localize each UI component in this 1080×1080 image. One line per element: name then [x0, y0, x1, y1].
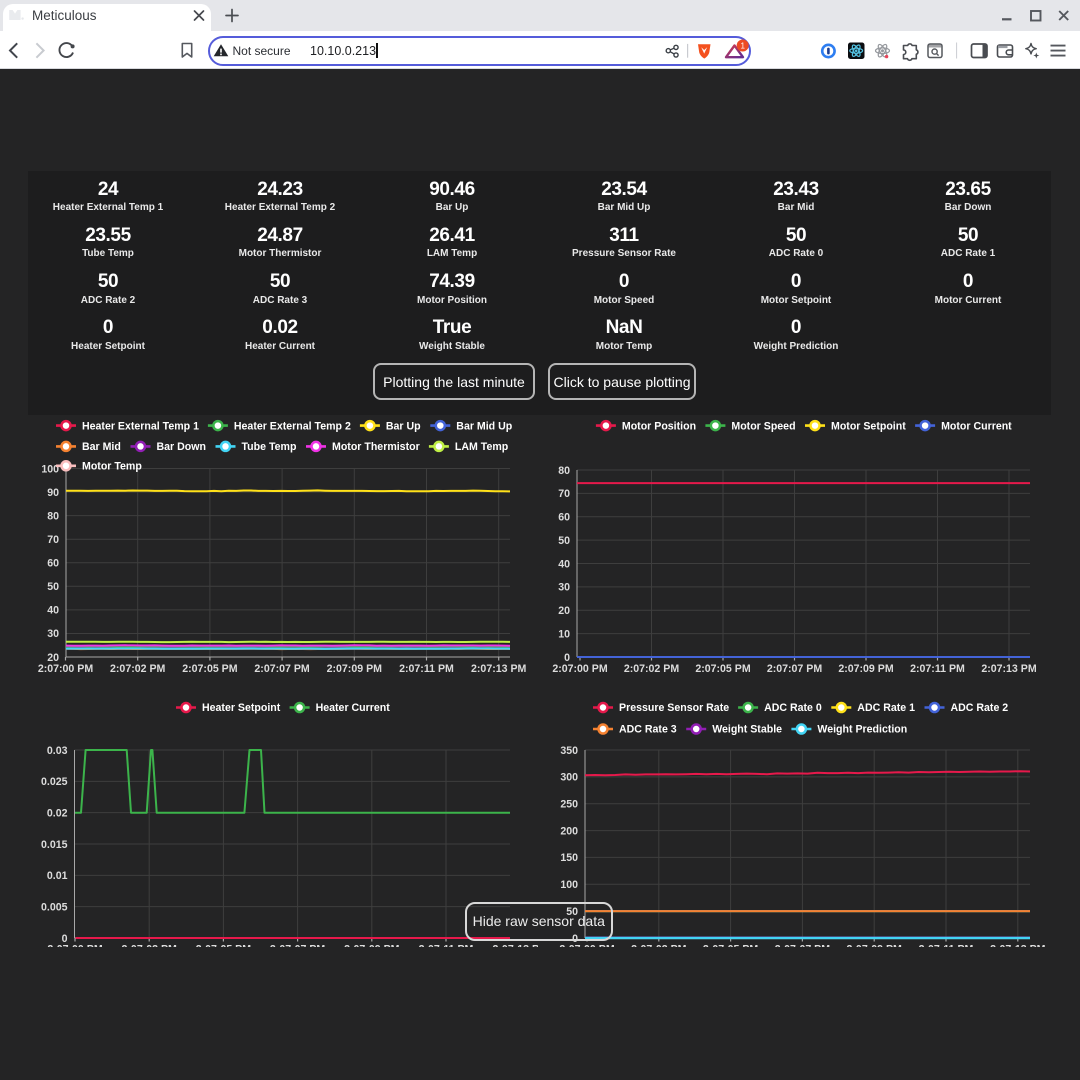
- svg-text:2:07:09 PM: 2:07:09 PM: [344, 944, 400, 947]
- svg-text:0.02: 0.02: [47, 808, 68, 820]
- svg-text:150: 150: [560, 852, 578, 864]
- svg-text:2:07:11 PM: 2:07:11 PM: [419, 944, 474, 947]
- svg-text:50: 50: [47, 581, 59, 593]
- svg-text:80: 80: [47, 510, 59, 522]
- svg-text:0: 0: [62, 933, 68, 945]
- svg-text:2:07:05 PM: 2:07:05 PM: [196, 944, 252, 947]
- svg-text:350: 350: [560, 745, 578, 757]
- svg-text:2:07:00 PM: 2:07:00 PM: [552, 663, 608, 675]
- svg-text:90: 90: [47, 487, 59, 499]
- svg-text:0.025: 0.025: [41, 776, 68, 788]
- svg-text:20: 20: [558, 605, 570, 617]
- svg-text:60: 60: [47, 558, 59, 570]
- svg-text:250: 250: [560, 799, 578, 811]
- svg-text:Weight Prediction: Weight Prediction: [817, 724, 907, 736]
- svg-text:300: 300: [560, 772, 578, 784]
- svg-text:2:07:07 PM: 2:07:07 PM: [767, 663, 823, 675]
- svg-text:0.01: 0.01: [47, 870, 68, 882]
- svg-text:50: 50: [566, 906, 578, 918]
- svg-text:200: 200: [560, 825, 578, 837]
- svg-text:2:07:13 PM: 2:07:13 PM: [981, 663, 1037, 675]
- svg-text:2:07:11 PM: 2:07:11 PM: [919, 944, 974, 947]
- svg-text:2:07:00 PM: 2:07:00 PM: [559, 944, 615, 947]
- svg-text:30: 30: [558, 582, 570, 594]
- svg-text:2:07:13 PM: 2:07:13 PM: [471, 663, 527, 675]
- svg-text:Bar Down: Bar Down: [157, 441, 206, 453]
- svg-text:Motor Thermistor: Motor Thermistor: [332, 441, 420, 453]
- svg-text:70: 70: [558, 488, 570, 500]
- svg-text:ADC Rate 1: ADC Rate 1: [857, 702, 915, 714]
- svg-text:20: 20: [47, 652, 59, 664]
- svg-text:50: 50: [558, 535, 570, 547]
- svg-text:Motor Temp: Motor Temp: [82, 461, 142, 473]
- svg-text:Motor Speed: Motor Speed: [731, 420, 795, 432]
- svg-text:ADC Rate 2: ADC Rate 2: [951, 702, 1009, 714]
- svg-text:2:07:07 PM: 2:07:07 PM: [775, 944, 831, 947]
- svg-text:100: 100: [41, 463, 59, 475]
- svg-text:2:07:11 PM: 2:07:11 PM: [910, 663, 965, 675]
- svg-text:2:07:05 PM: 2:07:05 PM: [695, 663, 751, 675]
- svg-text:2:07:09 PM: 2:07:09 PM: [327, 663, 383, 675]
- svg-text:ADC Rate 3: ADC Rate 3: [619, 724, 677, 736]
- svg-text:0.015: 0.015: [41, 839, 68, 851]
- svg-text:40: 40: [558, 558, 570, 570]
- svg-text:Pressure Sensor Rate: Pressure Sensor Rate: [619, 702, 729, 714]
- svg-text:0.03: 0.03: [47, 745, 68, 757]
- svg-text:2:07:07 PM: 2:07:07 PM: [254, 663, 310, 675]
- svg-text:2:07:13 PM: 2:07:13 PM: [493, 944, 538, 947]
- svg-text:2:07:09 PM: 2:07:09 PM: [838, 663, 894, 675]
- svg-text:2:07:02 PM: 2:07:02 PM: [624, 663, 680, 675]
- svg-text:Motor Position: Motor Position: [622, 420, 696, 432]
- svg-text:Bar Up: Bar Up: [386, 420, 421, 432]
- svg-text:2:07:11 PM: 2:07:11 PM: [399, 663, 454, 675]
- svg-text:Tube Temp: Tube Temp: [242, 441, 297, 453]
- svg-text:100: 100: [560, 879, 578, 891]
- svg-text:Motor Current: Motor Current: [941, 420, 1012, 432]
- svg-text:0: 0: [564, 652, 570, 664]
- svg-text:Heater External Temp 1: Heater External Temp 1: [82, 420, 199, 432]
- svg-text:Motor Setpoint: Motor Setpoint: [831, 420, 906, 432]
- svg-text:2:07:02 PM: 2:07:02 PM: [122, 944, 178, 947]
- svg-text:2:07:00 PM: 2:07:00 PM: [47, 944, 103, 947]
- svg-text:2:07:02 PM: 2:07:02 PM: [110, 663, 166, 675]
- svg-text:2:07:00 PM: 2:07:00 PM: [38, 663, 94, 675]
- svg-text:0.005: 0.005: [41, 902, 68, 914]
- svg-text:Bar Mid: Bar Mid: [82, 441, 121, 453]
- svg-text:2:07:05 PM: 2:07:05 PM: [703, 944, 759, 947]
- svg-text:Heater Setpoint: Heater Setpoint: [202, 702, 281, 714]
- svg-text:80: 80: [558, 465, 570, 477]
- svg-text:2:07:05 PM: 2:07:05 PM: [182, 663, 238, 675]
- svg-text:10: 10: [558, 628, 570, 640]
- svg-text:60: 60: [558, 512, 570, 524]
- svg-text:2:07:09 PM: 2:07:09 PM: [847, 944, 903, 947]
- svg-text:1: 1: [740, 42, 745, 51]
- svg-text:2:07:07 PM: 2:07:07 PM: [270, 944, 326, 947]
- svg-text:2:07:13 PM: 2:07:13 PM: [990, 944, 1046, 947]
- svg-text:Bar Mid Up: Bar Mid Up: [456, 420, 512, 432]
- svg-text:Weight Stable: Weight Stable: [712, 724, 782, 736]
- svg-text:LAM Temp: LAM Temp: [455, 441, 509, 453]
- svg-text:Heater Current: Heater Current: [316, 702, 391, 714]
- svg-text:2:07:02 PM: 2:07:02 PM: [631, 944, 687, 947]
- svg-text:70: 70: [47, 534, 59, 546]
- svg-text:Heater External Temp 2: Heater External Temp 2: [234, 420, 351, 432]
- svg-text:ADC Rate 0: ADC Rate 0: [764, 702, 822, 714]
- svg-text:30: 30: [47, 628, 59, 640]
- svg-text:40: 40: [47, 605, 59, 617]
